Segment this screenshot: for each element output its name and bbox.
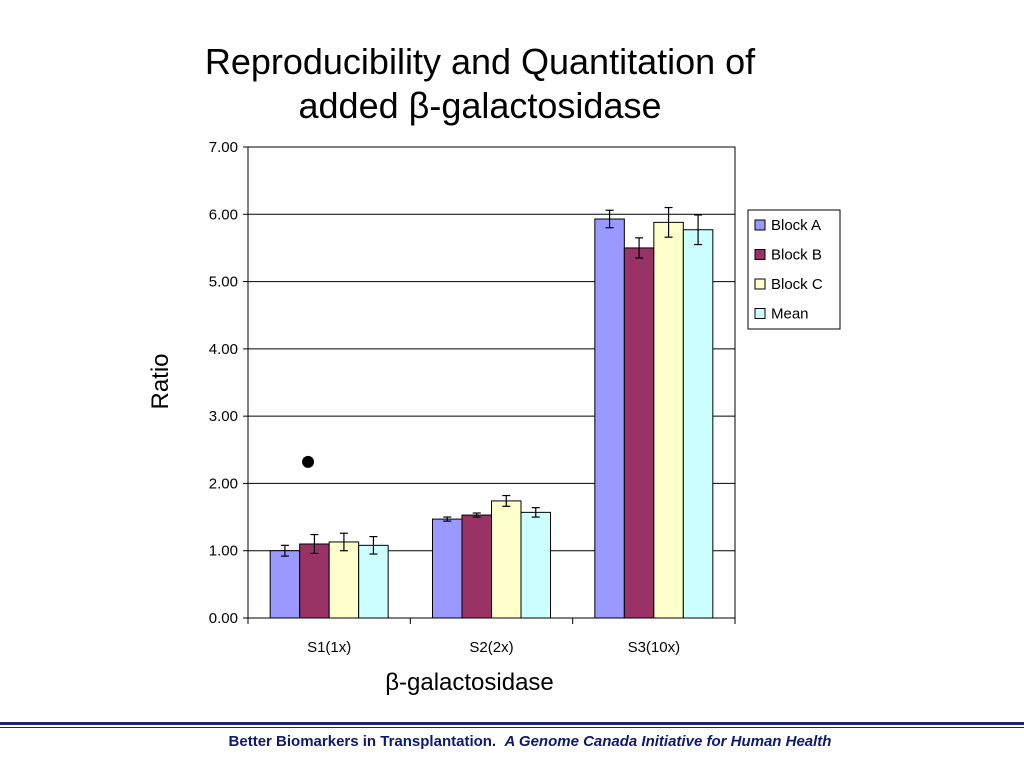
- footer-italic-text: A Genome Canada Initiative for Human Hea…: [504, 733, 832, 750]
- bar-block-a-2: [432, 518, 463, 619]
- bar-block-b-1: [299, 543, 330, 619]
- y-tick-label: 6.00: [209, 206, 238, 223]
- footer-rule-thin: [0, 727, 1024, 728]
- x-tick-label: S1(1x): [307, 639, 351, 656]
- legend-label-mean: Mean: [771, 306, 809, 323]
- legend-label-block-c: Block C: [771, 276, 823, 293]
- legend-label-block-a: Block A: [771, 217, 821, 234]
- bar-block-b-2: [461, 514, 492, 619]
- footer-text: Better Biomarkers in Transplantation.: [228, 733, 497, 750]
- x-axis-label: β-galactosidase: [385, 669, 554, 696]
- y-tick-label: 0.00: [209, 610, 238, 627]
- bar-block-c-1: [328, 541, 360, 619]
- bar-mean-3: [682, 229, 714, 619]
- bar-block-c-3: [653, 221, 684, 619]
- bar-block-b-3: [623, 247, 655, 619]
- legend-swatch-mean: [754, 308, 766, 319]
- footer-rule-thick: [0, 722, 1024, 725]
- y-tick-label: 4.00: [209, 341, 238, 358]
- legend-swatch-block-c: [754, 278, 766, 290]
- y-tick-label: 1.00: [209, 543, 238, 560]
- bar-mean-1: [358, 544, 389, 619]
- y-tick-label: 3.00: [209, 408, 238, 425]
- x-tick-label: S2(2x): [469, 639, 513, 656]
- bar-block-c-2: [491, 500, 522, 619]
- y-tick-label: 2.00: [209, 475, 238, 492]
- annotation-dot: [302, 455, 315, 468]
- y-tick-label: 7.00: [209, 139, 238, 156]
- bar-chart: 0.00 1.00 2.00 3.00 4.00 5.00 6.00 7.00 S1(1x) S2…: [147, 139, 841, 696]
- slide-title: Reproducibility and Quantitation of adde…: [0, 40, 960, 128]
- bar-block-a-3: [594, 218, 625, 619]
- footer: Better Biomarkers in Transplantation. A …: [0, 733, 1024, 750]
- legend-label-block-b: Block B: [771, 247, 822, 264]
- bar-mean-2: [520, 511, 551, 619]
- beta-symbol: β: [408, 85, 430, 126]
- title-line-1: Reproducibility and Quantitation of: [204, 41, 756, 82]
- title-suffix: -galactosidase: [429, 85, 662, 126]
- y-tick-label: 5.00: [209, 274, 238, 291]
- bar-block-a-1: [269, 550, 301, 619]
- legend-swatch-block-b: [754, 249, 766, 260]
- title-line-2: added β-galactosidase: [0, 84, 960, 128]
- legend-swatch-block-a: [754, 219, 766, 231]
- title-prefix: added: [298, 85, 409, 126]
- y-axis-label: Ratio: [147, 353, 174, 409]
- x-tick-label: S3(10x): [628, 639, 681, 656]
